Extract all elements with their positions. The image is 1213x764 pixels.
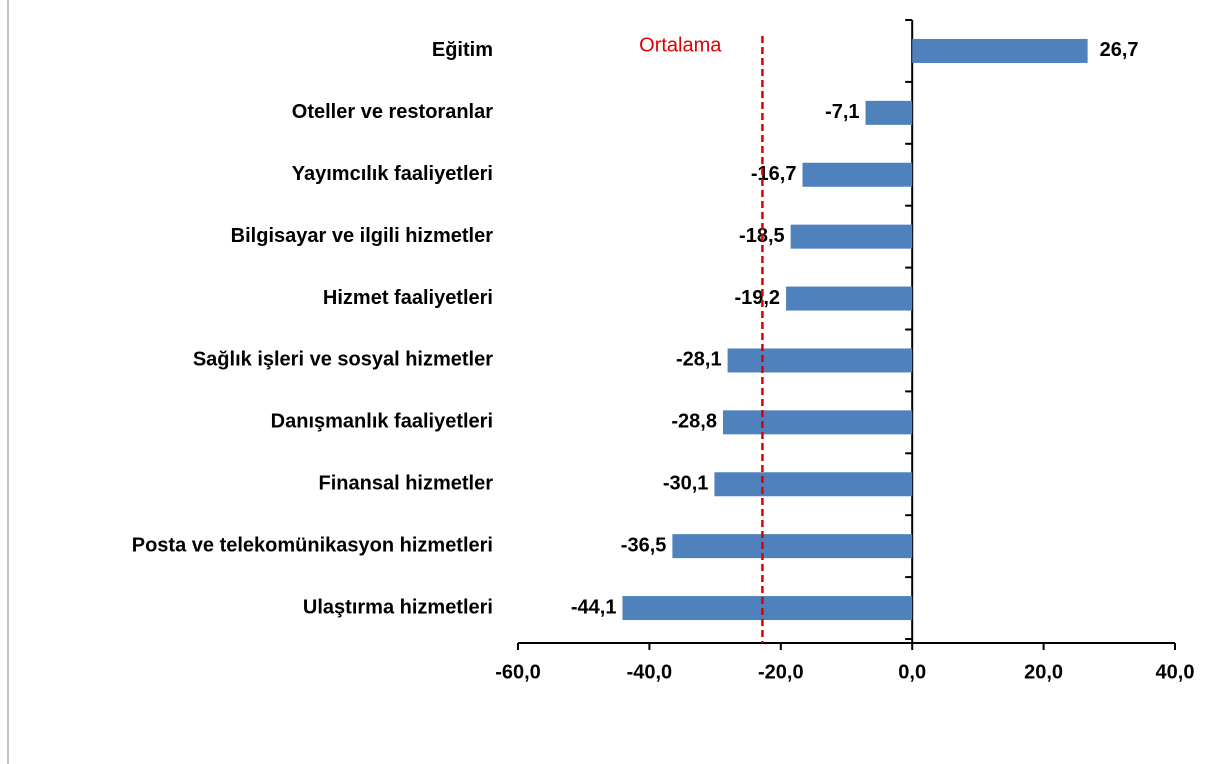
value-label: 26,7	[1100, 39, 1139, 61]
value-label: -19,2	[734, 287, 780, 309]
category-label: Ulaştırma hizmetleri	[303, 596, 493, 618]
x-tick-label: 40,0	[1156, 661, 1195, 683]
reference-label: Ortalama	[639, 34, 722, 56]
bar	[722, 410, 913, 435]
category-label: Finansal hizmetler	[319, 473, 494, 495]
bar	[786, 286, 913, 311]
bar	[714, 472, 913, 497]
x-tick-label: 0,0	[898, 661, 926, 683]
category-label: Yayımcılık faaliyetleri	[292, 163, 493, 185]
x-tick-label: -20,0	[758, 661, 804, 683]
bar	[865, 100, 913, 125]
value-label: -44,1	[571, 596, 617, 618]
bar	[802, 162, 913, 187]
category-label: Posta ve telekomünikasyon hizmetleri	[132, 534, 493, 556]
category-label: Hizmet faaliyetleri	[323, 287, 493, 309]
value-label: -16,7	[751, 163, 797, 185]
bar	[912, 38, 1088, 63]
bar	[622, 596, 913, 621]
category-label: Eğitim	[432, 39, 493, 61]
x-tick-label: -40,0	[627, 661, 673, 683]
chart-border	[7, 0, 9, 764]
category-label: Sağlık işleri ve sosyal hizmetler	[193, 349, 493, 371]
category-label: Danışmanlık faaliyetleri	[271, 411, 493, 433]
value-label: -36,5	[621, 534, 667, 556]
bar	[672, 534, 913, 559]
value-label: -7,1	[825, 101, 859, 123]
category-label: Oteller ve restoranlar	[292, 101, 493, 123]
value-label: -28,8	[671, 411, 717, 433]
value-label: -28,1	[676, 349, 722, 371]
value-label: -30,1	[663, 473, 709, 495]
x-tick-label: 20,0	[1024, 661, 1063, 683]
category-label: Bilgisayar ve ilgili hizmetler	[231, 225, 494, 247]
bar	[727, 348, 913, 373]
x-tick-label: -60,0	[495, 661, 541, 683]
bar	[790, 224, 913, 249]
